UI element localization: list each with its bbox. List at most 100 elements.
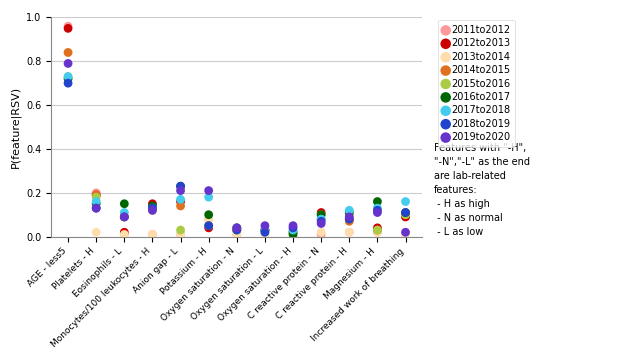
2012to2013 xyxy=(372,225,383,231)
2015to2016 xyxy=(316,212,326,218)
2019to2020 xyxy=(147,207,157,213)
2017to2018 xyxy=(175,197,186,202)
2013to2014 xyxy=(175,232,186,237)
2013to2014 xyxy=(401,232,411,237)
2013to2014 xyxy=(288,232,298,237)
2013to2014 xyxy=(372,229,383,235)
2019to2020 xyxy=(232,225,242,231)
2011to2012 xyxy=(316,232,326,237)
2014to2015 xyxy=(91,192,101,198)
2018to2019 xyxy=(260,229,270,235)
2017to2018 xyxy=(401,199,411,204)
2017to2018 xyxy=(91,199,101,204)
2013to2014 xyxy=(147,232,157,237)
2013to2014 xyxy=(260,232,270,237)
2014to2015 xyxy=(147,205,157,211)
2019to2020 xyxy=(91,205,101,211)
2014to2015 xyxy=(344,219,355,224)
2014to2015 xyxy=(175,203,186,209)
2019to2020 xyxy=(372,210,383,215)
2015to2016 xyxy=(119,214,129,220)
2016to2017 xyxy=(401,210,411,215)
2016to2017 xyxy=(91,201,101,207)
2011to2012 xyxy=(260,229,270,235)
2019to2020 xyxy=(401,229,411,235)
2014to2015 xyxy=(316,216,326,222)
2015to2016 xyxy=(147,207,157,213)
2015to2016 xyxy=(91,195,101,200)
2013to2014 xyxy=(204,216,214,222)
Text: Features with "-H",
"-N","-L" as the end
are lab-related
features:
 - H as high
: Features with "-H", "-N","-L" as the end… xyxy=(433,143,529,237)
2017to2018 xyxy=(372,205,383,211)
2015to2016 xyxy=(344,212,355,218)
2014to2015 xyxy=(260,227,270,233)
2012to2013 xyxy=(63,26,73,31)
2012to2013 xyxy=(175,199,186,204)
2018to2019 xyxy=(204,223,214,229)
2014to2015 xyxy=(204,223,214,229)
2016to2017 xyxy=(316,212,326,218)
2017to2018 xyxy=(63,74,73,79)
2011to2012 xyxy=(344,229,355,235)
2019to2020 xyxy=(344,214,355,220)
2019to2020 xyxy=(63,61,73,66)
2015to2016 xyxy=(175,227,186,233)
2018to2019 xyxy=(232,227,242,233)
2018to2019 xyxy=(147,205,157,211)
2014to2015 xyxy=(232,225,242,231)
2012to2013 xyxy=(119,229,129,235)
2013to2014 xyxy=(63,50,73,55)
2013to2014 xyxy=(232,232,242,237)
2015to2016 xyxy=(372,227,383,233)
2015to2016 xyxy=(232,227,242,233)
2015to2016 xyxy=(401,212,411,218)
2017to2018 xyxy=(260,227,270,233)
2014to2015 xyxy=(372,227,383,233)
2012to2013 xyxy=(288,229,298,235)
2011to2012 xyxy=(91,190,101,196)
Y-axis label: P(feature|RSV): P(feature|RSV) xyxy=(10,86,20,168)
2019to2020 xyxy=(316,221,326,226)
2012to2013 xyxy=(232,227,242,233)
2018to2019 xyxy=(119,214,129,220)
2011to2012 xyxy=(372,229,383,235)
2014to2015 xyxy=(401,212,411,218)
2012to2013 xyxy=(401,214,411,220)
2011to2012 xyxy=(401,214,411,220)
2012to2013 xyxy=(147,201,157,207)
2017to2018 xyxy=(288,227,298,233)
2018to2019 xyxy=(372,207,383,213)
2018to2019 xyxy=(401,210,411,215)
2017to2018 xyxy=(232,225,242,231)
2014to2015 xyxy=(119,214,129,220)
2016to2017 xyxy=(232,225,242,231)
2016to2017 xyxy=(344,210,355,215)
2019to2020 xyxy=(119,214,129,220)
2011to2012 xyxy=(204,216,214,222)
2017to2018 xyxy=(204,195,214,200)
2019to2020 xyxy=(288,223,298,229)
2016to2017 xyxy=(147,203,157,209)
2016to2017 xyxy=(63,76,73,81)
2018to2019 xyxy=(91,205,101,211)
2015to2016 xyxy=(63,74,73,79)
2015to2016 xyxy=(288,229,298,235)
2019to2020 xyxy=(204,188,214,193)
2018to2019 xyxy=(288,225,298,231)
2013to2014 xyxy=(316,229,326,235)
2016to2017 xyxy=(175,183,186,189)
2017to2018 xyxy=(316,216,326,222)
2018to2019 xyxy=(344,216,355,222)
2011to2012 xyxy=(147,232,157,237)
2019to2020 xyxy=(260,223,270,229)
2016to2017 xyxy=(260,227,270,233)
2016to2017 xyxy=(204,212,214,218)
2011to2012 xyxy=(232,232,242,237)
2017to2018 xyxy=(119,210,129,215)
2011to2012 xyxy=(63,23,73,29)
2018to2019 xyxy=(316,219,326,224)
Legend: 2011to2012, 2012to2013, 2013to2014, 2014to2015, 2015to2016, 2016to2017, 2017to20: 2011to2012, 2012to2013, 2013to2014, 2014… xyxy=(438,20,515,147)
2013to2014 xyxy=(119,232,129,237)
2016to2017 xyxy=(288,232,298,237)
2011to2012 xyxy=(288,229,298,235)
